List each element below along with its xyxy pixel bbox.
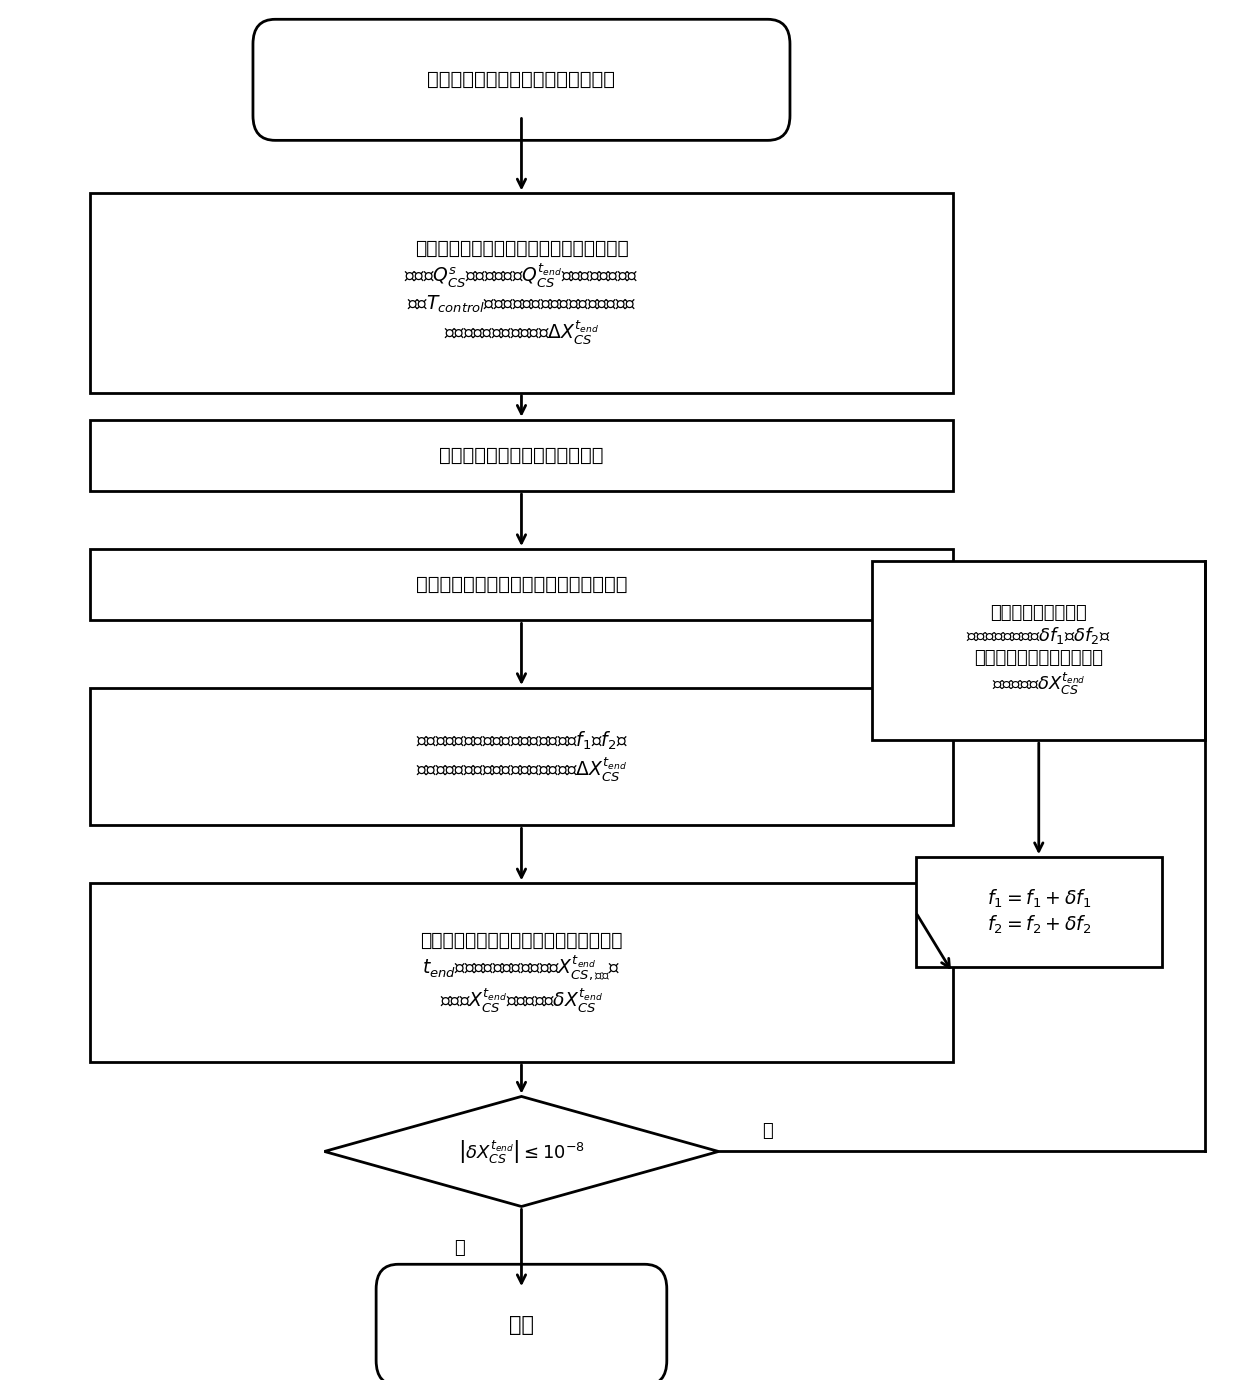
Text: 否: 否 xyxy=(763,1122,774,1140)
Text: 计算两个推力弧段上
的推力加速度矢量$\delta f_1$和$\delta f_2$，
使任务航天器绝对轨道要素
的变化量为$\delta X_{CS}^{t: 计算两个推力弧段上 的推力加速度矢量$\delta f_1$和$\delta f… xyxy=(966,603,1111,698)
Text: 构建常值连续推力轨道控制方程: 构建常值连续推力轨道控制方程 xyxy=(439,446,604,465)
Bar xyxy=(91,688,952,825)
Text: $\left|\delta X_{CS}^{t_{end}}\right| \leq 10^{-8}$: $\left|\delta X_{CS}^{t_{end}}\right| \l… xyxy=(458,1138,585,1165)
Bar xyxy=(91,194,952,393)
Text: $f_1=f_1+\delta f_1$
$f_2=f_2+\delta f_2$: $f_1=f_1+\delta f_1$ $f_2=f_2+\delta f_2… xyxy=(987,889,1091,936)
Text: 构建雨滴形状区域悬停轨道理论轨迹: 构建雨滴形状区域悬停轨道理论轨迹 xyxy=(428,71,615,90)
Bar xyxy=(915,857,1162,967)
Text: 计算两个推力弧段上的推力加速度矢量$f_1$和$f_2$，
使任务航天器绝对轨道要素的变化量为$\Delta X_{CS}^{t_{end}}$: 计算两个推力弧段上的推力加速度矢量$f_1$和$f_2$， 使任务航天器绝对轨道… xyxy=(415,729,627,783)
Bar xyxy=(91,883,952,1062)
Polygon shape xyxy=(325,1096,718,1207)
Text: 结束: 结束 xyxy=(508,1315,534,1334)
Text: 设置对任务航天器进行常值连续推力控制的
起始点$Q_{CS}^s$和控制终止点$Q_{CS}^{t_{end}}$，计算控制所需总
时长$T_{control}: 设置对任务航天器进行常值连续推力控制的 起始点$Q_{CS}^s$和控制终止点$… xyxy=(404,239,639,347)
FancyBboxPatch shape xyxy=(253,19,790,140)
Bar xyxy=(873,562,1205,740)
Bar xyxy=(91,549,952,620)
Bar xyxy=(91,419,952,491)
FancyBboxPatch shape xyxy=(376,1264,667,1384)
Text: 是: 是 xyxy=(455,1239,465,1257)
Text: 计算任务航天器在常值连续推力控制下，
$t_{end}$时刻绝对轨道要素实际值$X_{CS,实际}^{t_{end}}$与
理论值$X_{CS}^{t_{end: 计算任务航天器在常值连续推力控制下， $t_{end}$时刻绝对轨道要素实际值$… xyxy=(420,930,622,1014)
Text: 将推力弧段均分为两段，弧段之间无间隔: 将推力弧段均分为两段，弧段之间无间隔 xyxy=(415,576,627,594)
